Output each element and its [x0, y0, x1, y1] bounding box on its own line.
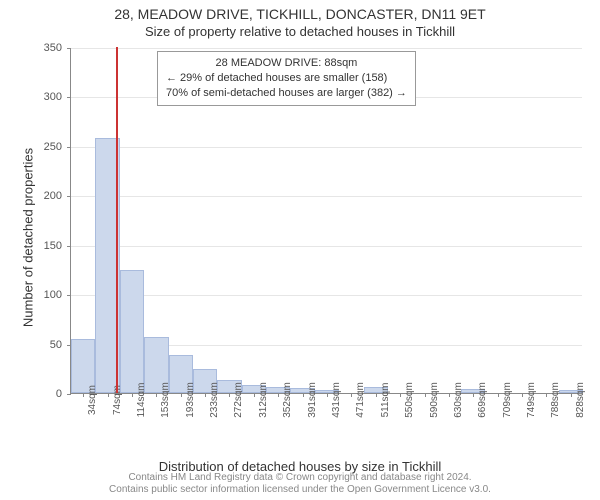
x-tick-mark: [205, 393, 206, 397]
x-tick-mark: [108, 393, 109, 397]
gridline: [71, 196, 582, 197]
y-tick-mark: [67, 97, 71, 98]
y-tick-label: 150: [0, 240, 62, 252]
x-tick-label: 630sqm: [453, 382, 464, 418]
x-tick-label: 709sqm: [502, 382, 513, 418]
x-tick-label: 550sqm: [404, 382, 415, 418]
y-tick-label: 0: [0, 388, 62, 400]
x-tick-mark: [303, 393, 304, 397]
annotation-line-2: ← 29% of detached houses are smaller (15…: [166, 71, 407, 86]
chart-title: 28, MEADOW DRIVE, TICKHILL, DONCASTER, D…: [0, 6, 600, 22]
x-tick-mark: [229, 393, 230, 397]
footer-line-2: Contains public sector information licen…: [0, 484, 600, 496]
y-tick-mark: [67, 196, 71, 197]
y-tick-label: 100: [0, 289, 62, 301]
x-tick-label: 590sqm: [429, 382, 440, 418]
chart-subtitle: Size of property relative to detached ho…: [0, 24, 600, 39]
gridline: [71, 246, 582, 247]
y-tick-label: 350: [0, 42, 62, 54]
x-tick-mark: [83, 393, 84, 397]
histogram-bar: [120, 270, 144, 393]
chart-container: 28, MEADOW DRIVE, TICKHILL, DONCASTER, D…: [0, 0, 600, 500]
y-tick-label: 250: [0, 141, 62, 153]
subject-marker-line: [116, 47, 118, 393]
x-tick-mark: [400, 393, 401, 397]
gridline: [71, 295, 582, 296]
x-tick-mark: [522, 393, 523, 397]
y-tick-mark: [67, 48, 71, 49]
x-tick-mark: [425, 393, 426, 397]
x-tick-mark: [181, 393, 182, 397]
gridline: [71, 48, 582, 49]
x-tick-mark: [254, 393, 255, 397]
y-tick-label: 300: [0, 91, 62, 103]
x-tick-mark: [351, 393, 352, 397]
x-tick-label: 511sqm: [380, 383, 391, 418]
x-tick-label: 431sqm: [331, 382, 342, 418]
y-tick-mark: [67, 295, 71, 296]
x-tick-label: 749sqm: [526, 382, 537, 418]
x-tick-label: 391sqm: [307, 382, 318, 418]
annotation-line-1: 28 MEADOW DRIVE: 88sqm: [166, 56, 407, 71]
x-tick-label: 788sqm: [550, 382, 561, 418]
x-tick-mark: [376, 393, 377, 397]
y-tick-mark: [67, 246, 71, 247]
x-tick-mark: [327, 393, 328, 397]
gridline: [71, 147, 582, 148]
y-tick-mark: [67, 147, 71, 148]
y-tick-label: 200: [0, 190, 62, 202]
annotation-line-3: 70% of semi-detached houses are larger (…: [166, 86, 407, 101]
y-tick-label: 50: [0, 339, 62, 351]
x-tick-mark: [571, 393, 572, 397]
x-tick-mark: [498, 393, 499, 397]
footer-line-1: Contains HM Land Registry data © Crown c…: [0, 472, 600, 484]
x-tick-mark: [546, 393, 547, 397]
y-tick-mark: [67, 394, 71, 395]
x-tick-mark: [278, 393, 279, 397]
x-tick-mark: [449, 393, 450, 397]
x-tick-label: 828sqm: [575, 382, 586, 418]
x-tick-mark: [156, 393, 157, 397]
x-tick-label: 669sqm: [477, 382, 488, 418]
plot-area: 34sqm74sqm114sqm153sqm193sqm233sqm272sqm…: [70, 48, 582, 394]
annotation-box: 28 MEADOW DRIVE: 88sqm← 29% of detached …: [157, 51, 416, 106]
x-tick-mark: [473, 393, 474, 397]
copyright-footer: Contains HM Land Registry data © Crown c…: [0, 472, 600, 496]
x-tick-mark: [132, 393, 133, 397]
